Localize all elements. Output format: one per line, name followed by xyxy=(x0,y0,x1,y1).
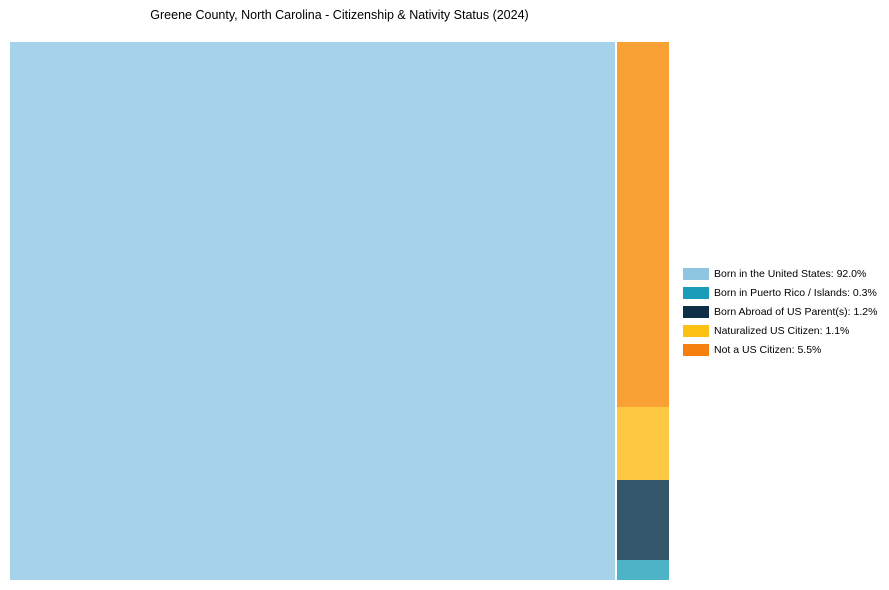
treemap-plot xyxy=(10,42,669,580)
chart-title: Greene County, North Carolina - Citizens… xyxy=(150,8,529,22)
treemap-tile-naturalized-us-citizen xyxy=(617,407,669,480)
legend-label: Born Abroad of US Parent(s): 1.2% xyxy=(714,305,878,318)
legend-swatch xyxy=(683,324,709,337)
legend-label: Born in the United States: 92.0% xyxy=(714,267,867,280)
legend-label: Naturalized US Citizen: 1.1% xyxy=(714,324,850,337)
legend-row: Born in Puerto Rico / Islands: 0.3% xyxy=(683,283,877,302)
legend-label: Born in Puerto Rico / Islands: 0.3% xyxy=(714,286,877,299)
legend-label: Not a US Citizen: 5.5% xyxy=(714,343,822,356)
treemap-tile-born-in-puerto-rico-islands xyxy=(617,560,669,580)
legend-row: Born Abroad of US Parent(s): 1.2% xyxy=(683,302,877,321)
legend-row: Born in the United States: 92.0% xyxy=(683,264,877,283)
legend-row: Naturalized US Citizen: 1.1% xyxy=(683,321,877,340)
legend: Born in the United States: 92.0% Born in … xyxy=(683,264,877,359)
treemap-tile-born-abroad-of-us-parent-s xyxy=(617,480,669,560)
treemap-tile-born-in-the-united-states xyxy=(10,42,615,580)
legend-swatch xyxy=(683,343,709,356)
legend-swatch xyxy=(683,286,709,299)
legend-swatch xyxy=(683,267,709,280)
legend-row: Not a US Citizen: 5.5% xyxy=(683,340,877,359)
treemap-tile-not-a-us-citizen xyxy=(617,42,669,407)
legend-swatch xyxy=(683,305,709,318)
